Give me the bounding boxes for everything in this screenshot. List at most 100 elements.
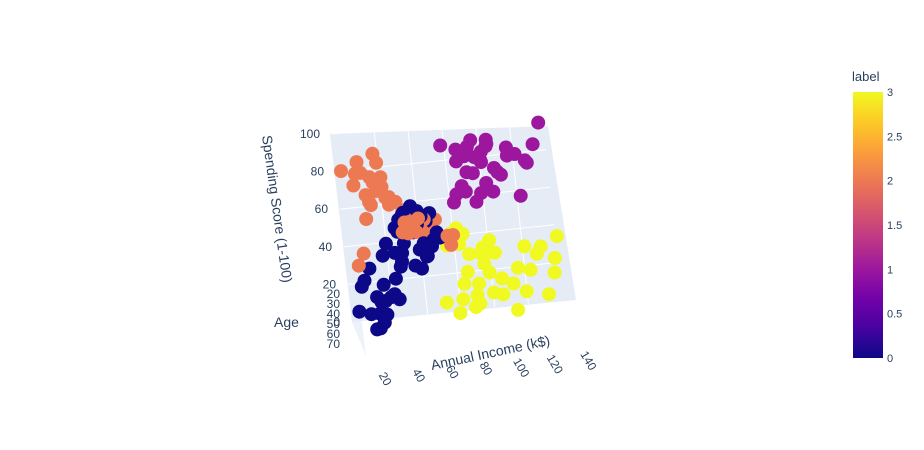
data-point bbox=[472, 276, 487, 291]
data-point bbox=[519, 155, 534, 170]
data-points bbox=[334, 115, 564, 337]
x-tick-label: 40 bbox=[409, 366, 428, 385]
data-point bbox=[511, 302, 526, 317]
z-tick-label: 60 bbox=[327, 327, 341, 341]
data-point bbox=[376, 277, 391, 292]
data-point bbox=[433, 138, 448, 153]
data-point bbox=[352, 304, 367, 319]
y-tick-label: 60 bbox=[315, 202, 329, 216]
data-point bbox=[453, 306, 468, 321]
data-point bbox=[469, 300, 483, 315]
data-point bbox=[334, 164, 348, 179]
data-point bbox=[395, 225, 410, 240]
data-point bbox=[439, 295, 454, 310]
data-point bbox=[478, 139, 493, 154]
data-point bbox=[511, 260, 525, 275]
data-point bbox=[349, 155, 364, 170]
y-axis-ticks: 0 20 40 60 80 100 bbox=[300, 127, 340, 329]
data-point bbox=[346, 178, 361, 193]
data-point bbox=[375, 248, 390, 263]
data-point bbox=[499, 148, 514, 163]
side-wall bbox=[330, 134, 366, 356]
data-point bbox=[373, 306, 387, 321]
data-point bbox=[378, 236, 393, 251]
x-tick-label: 100 bbox=[510, 356, 532, 381]
data-point bbox=[495, 271, 510, 286]
data-point bbox=[517, 239, 532, 254]
y-tick-label: 80 bbox=[311, 165, 325, 179]
data-point bbox=[462, 247, 477, 262]
y-tick-label: 100 bbox=[300, 127, 320, 141]
data-point bbox=[440, 228, 455, 243]
plot-scene bbox=[330, 111, 576, 356]
data-point bbox=[487, 161, 501, 175]
data-point bbox=[477, 256, 492, 271]
data-point bbox=[449, 154, 464, 169]
data-point bbox=[470, 288, 485, 303]
data-point bbox=[474, 186, 489, 201]
data-point bbox=[412, 242, 427, 257]
colorbar-ticks: 0 0.5 1 1.5 2 2.5 3 bbox=[887, 87, 902, 365]
x-tick-label: 120 bbox=[544, 352, 566, 377]
grid-line bbox=[331, 111, 543, 135]
data-point bbox=[457, 276, 472, 291]
colorbar-tick-label: 1.5 bbox=[887, 220, 902, 232]
x-tick-label: 80 bbox=[477, 359, 496, 378]
x-tick-label: 140 bbox=[577, 349, 599, 374]
data-point bbox=[456, 292, 471, 307]
data-point bbox=[519, 284, 534, 299]
data-point bbox=[347, 166, 362, 181]
data-point bbox=[387, 245, 402, 260]
z-tick-label: 70 bbox=[327, 337, 341, 351]
z-tick-label: 20 bbox=[327, 287, 341, 301]
z-tick-label: 40 bbox=[327, 307, 341, 321]
colorbar-tick-label: 1 bbox=[887, 264, 893, 276]
data-point bbox=[459, 165, 474, 180]
y-tick-label: 20 bbox=[323, 277, 337, 291]
data-point bbox=[359, 212, 374, 226]
colorbar-title: label bbox=[852, 69, 880, 84]
data-point bbox=[365, 146, 380, 161]
x-tick-label: 60 bbox=[443, 363, 462, 382]
data-point bbox=[358, 188, 373, 203]
data-point bbox=[460, 264, 475, 279]
y-tick-label: 0 bbox=[333, 315, 340, 329]
data-point bbox=[513, 188, 528, 203]
data-point bbox=[549, 229, 564, 244]
data-point bbox=[370, 322, 385, 337]
data-point bbox=[449, 187, 464, 202]
data-point bbox=[547, 265, 562, 280]
colorbar-tick-label: 3 bbox=[887, 87, 893, 99]
data-point bbox=[467, 150, 482, 165]
data-point bbox=[506, 276, 521, 291]
data-point bbox=[531, 115, 546, 130]
data-point bbox=[370, 290, 385, 305]
z-axis-title: Age bbox=[274, 314, 299, 330]
data-point bbox=[542, 287, 556, 302]
data-point bbox=[475, 240, 490, 255]
data-point bbox=[529, 246, 544, 261]
data-point bbox=[408, 258, 423, 273]
data-point bbox=[356, 246, 371, 261]
z-tick-label: 30 bbox=[327, 297, 341, 311]
grid-line bbox=[440, 122, 462, 311]
x-tick-label: 20 bbox=[376, 370, 395, 389]
data-point bbox=[525, 137, 540, 152]
data-point bbox=[496, 287, 511, 302]
z-tick-label: 50 bbox=[327, 317, 341, 331]
colorbar-tick-label: 0.5 bbox=[887, 309, 902, 321]
data-point bbox=[381, 190, 396, 205]
data-point bbox=[351, 258, 366, 273]
data-point bbox=[388, 271, 403, 286]
y-axis-title: Spending Score (1-100) bbox=[259, 134, 296, 283]
data-point bbox=[384, 290, 399, 305]
data-point bbox=[523, 262, 538, 277]
data-point bbox=[547, 251, 562, 265]
colorbar-tick-label: 2.5 bbox=[887, 131, 902, 143]
colorbar-tick-label: 0 bbox=[887, 353, 893, 365]
y-tick-label: 40 bbox=[319, 240, 333, 254]
colorbar-gradient bbox=[853, 92, 883, 358]
colorbar-tick-label: 2 bbox=[887, 176, 893, 188]
